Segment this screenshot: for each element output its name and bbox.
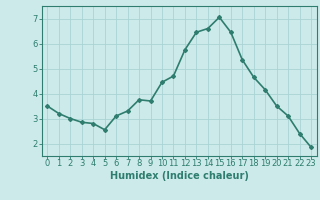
X-axis label: Humidex (Indice chaleur): Humidex (Indice chaleur) — [110, 171, 249, 181]
